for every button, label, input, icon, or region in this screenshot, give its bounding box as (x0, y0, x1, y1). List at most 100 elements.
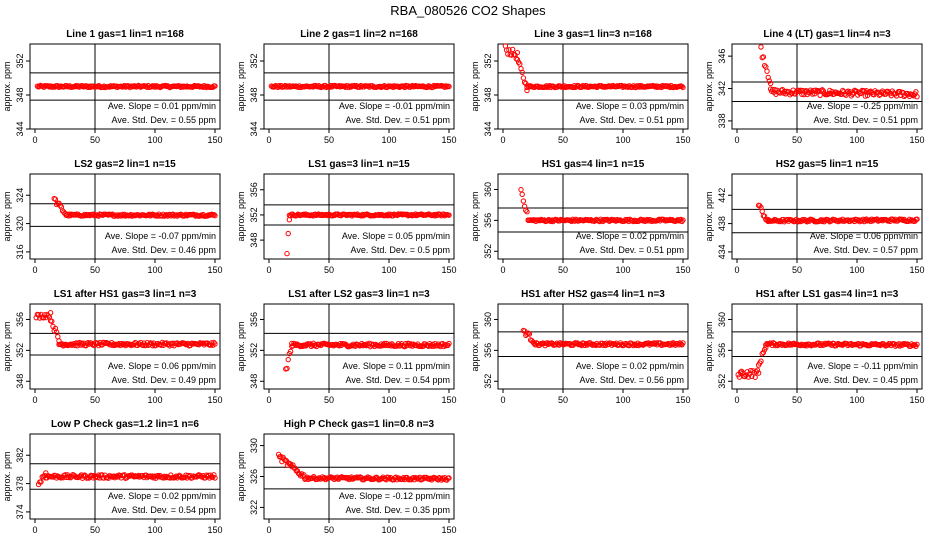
y-tick-label: 356 (483, 213, 493, 228)
x-tick-label: 150 (675, 395, 690, 405)
plot-frame (29, 303, 221, 390)
x-tick-label: 0 (500, 135, 505, 145)
plot-frame (731, 303, 923, 390)
data-point (754, 367, 761, 373)
data-point (513, 55, 519, 62)
plot-frame (497, 43, 689, 130)
x-tick-label: 50 (324, 135, 334, 145)
x-tick-label: 100 (849, 395, 864, 405)
chart-panel: HS1 gas=4 lin=1 n=15 approx. ppm 0 50 100 150… (470, 159, 691, 275)
data-point (514, 56, 521, 63)
data-point (795, 218, 802, 225)
data-points (758, 44, 920, 100)
data-point (758, 44, 764, 50)
data-point (514, 49, 521, 56)
x-tick-label: 50 (558, 135, 568, 145)
x-tick-label: 0 (266, 525, 271, 535)
data-points (283, 340, 452, 372)
panel-title: High P Check gas=1 lin=0.8 n=3 (284, 419, 435, 430)
plot-frame (497, 303, 689, 390)
x-tick-label: 50 (324, 265, 334, 275)
panel-grid: Line 1 gas=1 lin=1 n=168 approx. ppm 0 50 10… (2, 29, 925, 535)
x-tick-label: 50 (324, 395, 334, 405)
data-point (521, 79, 528, 86)
y-tick-label: 316 (15, 244, 25, 259)
data-point (65, 474, 72, 481)
y-tick-label: 348 (249, 87, 259, 102)
slope-annotation: Ave. Slope = 0.03 ppm/min (576, 101, 684, 111)
data-point (589, 342, 596, 348)
data-point (35, 312, 42, 318)
data-point (523, 207, 529, 214)
data-point (57, 202, 63, 209)
data-point (212, 83, 218, 89)
data-point (760, 349, 767, 356)
data-point (143, 342, 149, 348)
x-tick-label: 50 (324, 525, 334, 535)
x-tick-label: 0 (266, 135, 271, 145)
data-point (211, 211, 217, 218)
data-points (518, 186, 686, 225)
data-points (34, 82, 218, 91)
y-tick-label: 322 (249, 500, 259, 515)
data-point (95, 472, 102, 478)
y-tick-label: 356 (717, 343, 727, 358)
data-point (149, 342, 156, 349)
data-point (287, 348, 294, 355)
y-axis-label: approx. ppm (2, 321, 12, 371)
panel-title: LS2 gas=2 lin=1 n=15 (74, 159, 176, 170)
y-tick-label: 352 (249, 343, 259, 358)
y-tick-label: 438 (717, 216, 727, 231)
y-axis-label: approx. ppm (236, 61, 246, 111)
plot-frame (731, 173, 923, 260)
y-axis-label: approx. ppm (2, 191, 12, 241)
x-tick-label: 0 (734, 395, 739, 405)
y-tick-label: 338 (717, 113, 727, 128)
y-tick-label: 374 (15, 504, 25, 519)
data-point (212, 212, 218, 219)
chart-panel: Line 2 gas=1 lin=2 n=168 approx. ppm 0 50 10… (236, 29, 457, 145)
data-point (914, 341, 920, 348)
y-tick-label: 348 (249, 233, 259, 248)
x-tick-label: 150 (441, 525, 456, 535)
y-tick-label: 348 (15, 87, 25, 102)
y-tick-label: 434 (717, 244, 727, 259)
x-tick-label: 150 (207, 525, 222, 535)
data-point (526, 331, 533, 337)
panel-title: LS1 after LS2 gas=3 lin=1 n=3 (288, 289, 430, 300)
x-tick-label: 100 (147, 395, 162, 405)
data-points (275, 451, 452, 483)
slope-annotation: Ave. Slope = -0.11 ppm/min (808, 361, 918, 371)
std-annotation: Ave. Std. Dev. = 0.5 ppm (351, 245, 450, 255)
data-points (35, 470, 218, 488)
x-tick-label: 100 (615, 135, 630, 145)
chart-panel: HS2 gas=5 lin=1 n=15 approx. ppm 0 50 100 150… (704, 159, 925, 275)
slope-annotation: Ave. Slope = 0.01 ppm/min (108, 101, 216, 111)
data-point (118, 340, 125, 347)
data-point (519, 191, 525, 198)
y-tick-label: 348 (15, 374, 25, 389)
slope-annotation: Ave. Slope = 0.06 ppm/min (108, 361, 216, 371)
x-tick-label: 0 (500, 265, 505, 275)
x-tick-label: 100 (147, 265, 162, 275)
data-point (765, 74, 771, 81)
x-tick-label: 150 (909, 395, 924, 405)
data-point (914, 94, 920, 100)
x-tick-label: 100 (381, 395, 396, 405)
data-point (644, 216, 650, 223)
panel-title: LS1 gas=3 lin=1 n=15 (308, 159, 410, 170)
x-tick-label: 100 (147, 135, 162, 145)
x-tick-label: 150 (909, 265, 924, 275)
y-axis-label: approx. ppm (470, 191, 480, 241)
slope-annotation: Ave. Slope = 0.05 ppm/min (342, 231, 450, 241)
y-tick-label: 352 (15, 53, 25, 68)
data-point (73, 340, 79, 346)
data-point (745, 374, 752, 380)
y-tick-label: 348 (249, 374, 259, 389)
data-points (755, 202, 920, 225)
data-point (426, 476, 433, 482)
y-axis-label: approx. ppm (236, 321, 246, 371)
data-point (413, 475, 420, 481)
chart-panel: LS2 gas=2 lin=1 n=15 approx. ppm 0 50 100 150… (2, 159, 223, 275)
data-point (849, 91, 856, 97)
